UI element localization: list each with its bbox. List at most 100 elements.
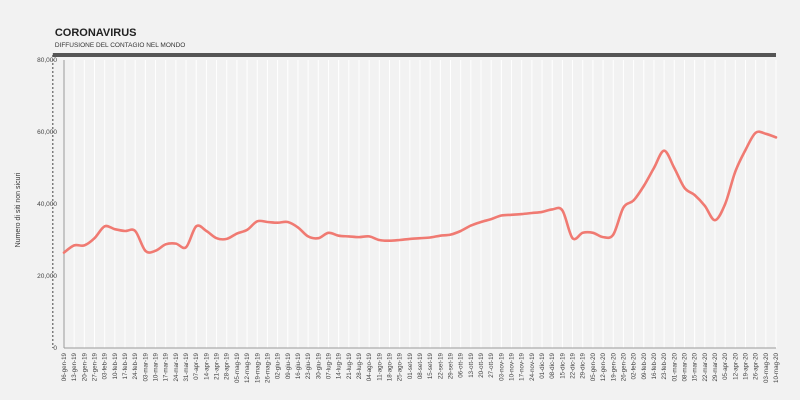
x-tick-label: 20-gen-19 — [81, 352, 88, 381]
data-point — [114, 228, 116, 230]
x-tick-label: 19-apr-20 — [742, 352, 749, 379]
x-tick-label: 22-set-19 — [437, 352, 444, 379]
data-point — [409, 238, 411, 240]
data-point — [327, 232, 329, 234]
data-point — [154, 250, 156, 252]
x-tick-label: 27-gen-19 — [92, 352, 99, 381]
x-tick-label: 27-ott-19 — [488, 352, 495, 377]
x-tick-label: 12-gen-20 — [600, 352, 607, 381]
annotation-bar — [52, 53, 777, 57]
data-point — [602, 236, 604, 238]
x-tick-label: 05-apr-20 — [722, 352, 729, 379]
x-tick-label: 01-set-19 — [407, 352, 414, 379]
data-point — [297, 226, 299, 228]
x-tick-label: 16-giu-19 — [295, 352, 302, 379]
data-point — [337, 234, 339, 236]
data-point — [93, 237, 95, 239]
data-point — [307, 235, 309, 237]
y-tick-label: 20,000 — [37, 273, 57, 280]
x-tick-label: 30-giu-19 — [315, 352, 322, 379]
data-point — [632, 199, 634, 201]
x-tick-label: 03-mar-19 — [142, 352, 149, 381]
x-tick-label: 23-giu-19 — [305, 352, 312, 379]
data-point — [470, 224, 472, 226]
data-point — [663, 150, 665, 152]
y-tick-label: 60,000 — [37, 129, 57, 136]
grid-lines — [63, 60, 777, 348]
data-point — [653, 167, 655, 169]
data-point — [256, 220, 258, 222]
data-point — [521, 213, 523, 215]
data-point — [439, 234, 441, 236]
data-point — [500, 214, 502, 216]
x-tick-label: 10-nov-19 — [509, 352, 516, 380]
x-tick-label: 15-set-19 — [427, 352, 434, 379]
x-tick-label: 28-lug-19 — [356, 352, 363, 379]
x-tick-label: 23-feb-20 — [661, 352, 668, 379]
x-tick-label: 05-gen-20 — [590, 352, 597, 381]
x-tick-label: 26-apr-20 — [753, 352, 760, 379]
x-tick-label: 26-mag-19 — [264, 352, 271, 382]
data-point — [388, 240, 390, 242]
data-point — [215, 237, 217, 239]
data-point — [459, 230, 461, 232]
axes — [63, 60, 776, 349]
x-tick-label: 22-mar-20 — [702, 352, 709, 381]
data-point — [449, 233, 451, 235]
data-point — [398, 239, 400, 241]
data-point — [561, 209, 563, 211]
data-point — [765, 133, 767, 135]
x-tick-label: 10-mar-19 — [153, 352, 160, 381]
x-tick-label: 03-nov-19 — [498, 352, 505, 380]
x-tick-label: 29-dic-19 — [580, 352, 587, 378]
data-point — [144, 250, 146, 252]
y-tick-labels: 0 20,000 40,000 60,000 80,000 — [37, 57, 57, 352]
x-tick-label: 10-mag-20 — [773, 352, 780, 382]
data-point — [622, 206, 624, 208]
y-tick-label: 0 — [53, 345, 57, 352]
x-tick-label: 11-ago-19 — [376, 352, 383, 380]
x-tick-label: 01-mar-20 — [671, 352, 678, 381]
data-point — [592, 232, 594, 234]
data-point — [754, 132, 756, 134]
x-tick-label: 08-mar-20 — [681, 352, 688, 381]
x-tick-label: 14-lug-19 — [336, 352, 343, 379]
x-tick-label: 21-lug-19 — [346, 352, 353, 379]
x-tick-label: 05-mag-19 — [234, 352, 241, 382]
data-point — [276, 222, 278, 224]
x-tick-label: 24-feb-19 — [132, 352, 139, 379]
data-point — [693, 194, 695, 196]
x-tick-label: 12-apr-20 — [732, 352, 739, 379]
x-tick-label: 09-giu-19 — [285, 352, 292, 379]
x-tick-label: 03-feb-19 — [102, 352, 109, 379]
data-point — [236, 232, 238, 234]
x-tick-label: 08-set-19 — [417, 352, 424, 379]
y-axis-label: Numero di siti non sicuri — [15, 172, 22, 247]
x-tick-label: 15-dic-19 — [559, 352, 566, 378]
x-tick-label: 17-mar-19 — [163, 352, 170, 381]
y-tick-label: 80,000 — [37, 57, 57, 64]
data-point — [185, 246, 187, 248]
data-point — [429, 236, 431, 238]
x-tick-label: 06-ott-19 — [458, 352, 465, 377]
data-point — [378, 239, 380, 241]
data-point — [704, 205, 706, 207]
x-tick-label: 29-set-19 — [448, 352, 455, 379]
data-point — [541, 211, 543, 213]
data-point — [266, 221, 268, 223]
data-point — [490, 218, 492, 220]
x-tick-label: 02-feb-20 — [631, 352, 638, 379]
data-point — [683, 187, 685, 189]
x-tick-label: 24-nov-19 — [529, 352, 536, 380]
data-point — [63, 251, 65, 253]
x-tick-label: 04-ago-19 — [366, 352, 373, 381]
x-tick-label: 26-gen-20 — [620, 352, 627, 381]
data-point — [195, 225, 197, 227]
data-point — [612, 233, 614, 235]
x-tick-label: 17-nov-19 — [519, 352, 526, 380]
x-tick-label: 14-apr-19 — [203, 352, 210, 379]
annotation-title: CORONAVIRUS — [55, 27, 137, 39]
x-tick-label: 06-gen-19 — [61, 352, 68, 381]
x-tick-label: 16-feb-20 — [651, 352, 658, 379]
